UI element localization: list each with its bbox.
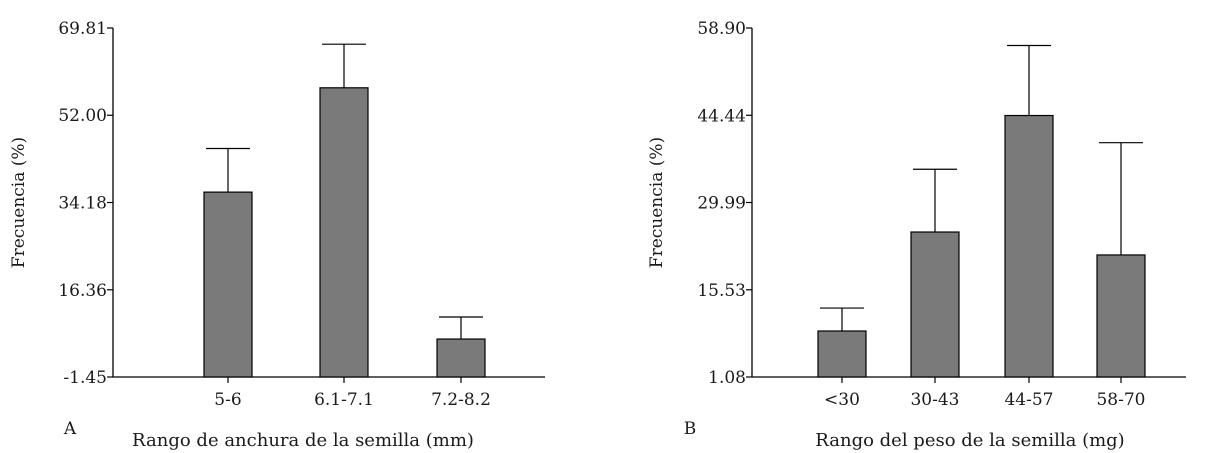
y-tick-label: 29.99 (697, 194, 746, 214)
x-axis-label: Rango del peso de la semilla (mg) (815, 430, 1124, 451)
panel-label: B (684, 419, 697, 439)
y-tick-label: 1.08 (708, 368, 746, 388)
x-axis-label: Rango de anchura de la semilla (mm) (132, 430, 474, 451)
y-tick-label: -1.45 (63, 368, 107, 388)
x-tick-label: <30 (824, 390, 860, 410)
bar (436, 338, 486, 378)
bar (1096, 254, 1146, 378)
y-tick-label: 44.44 (697, 106, 746, 126)
y-tick-label: 52.00 (58, 106, 107, 126)
y-tick-label: 34.18 (58, 194, 107, 214)
x-tick-label: 7.2-8.2 (431, 390, 491, 410)
y-tick-label: 69.81 (58, 19, 107, 39)
x-tick-label: 58-70 (1096, 390, 1145, 410)
bar (817, 330, 867, 378)
x-tick-label: 30-43 (910, 390, 959, 410)
chart-panel-B: 1.08 15.53 29.99 44.44 58.90 <30 30-43 44-57 58-… (647, 19, 1186, 451)
y-axis-label: Frecuencia (%) (9, 137, 29, 268)
bar (1004, 114, 1054, 378)
bar (203, 191, 253, 378)
panel-label: A (63, 419, 77, 439)
y-tick-label: 58.90 (697, 19, 746, 39)
x-tick-label: 6.1-7.1 (314, 390, 374, 410)
chart-panel-A: -1.45 16.36 34.18 52.00 69.81 5-6 6.1-7.1 7.2-8… (9, 19, 545, 451)
bar (319, 87, 369, 378)
y-tick-label: 15.53 (697, 281, 746, 301)
bar (910, 231, 960, 378)
x-tick-label: 5-6 (214, 390, 241, 410)
y-tick-label: 16.36 (58, 281, 107, 301)
y-axis-label: Frecuencia (%) (647, 137, 667, 268)
x-tick-label: 44-57 (1004, 390, 1053, 410)
